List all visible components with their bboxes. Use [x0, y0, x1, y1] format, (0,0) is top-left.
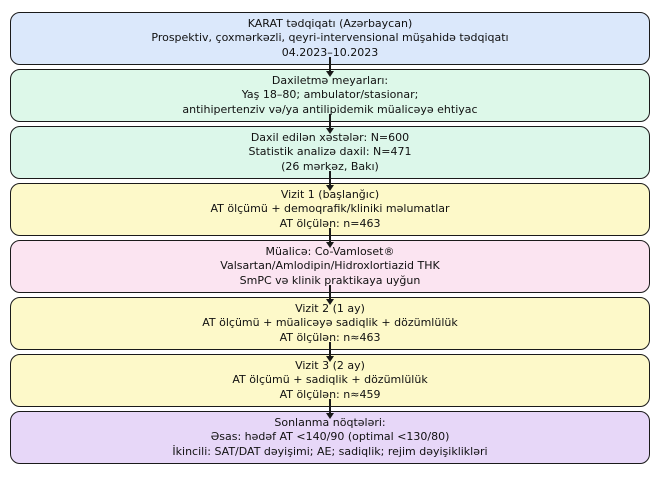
box-line: Vizit 2 (1 ay) [295, 301, 365, 315]
flow-box-enrollment: Daxil edilən xəstələr: N=600 Statistik a… [10, 126, 650, 179]
flow-box-treatment: Müalicə: Co-Vamloset® Valsartan/Amlodipi… [10, 240, 650, 293]
box-line: Valsartan/Amlodipin/Hidroxlortiazid THK [220, 259, 440, 273]
box-line: Vizit 3 (2 ay) [295, 358, 365, 372]
box-line: SmPC və klinik praktikaya uyğun [239, 273, 421, 287]
box-line: Yaş 18–80; ambulator/stasionar; [241, 88, 419, 102]
flow-box-endpoints: Sonlanma nöqtələri: Əsas: hədəf AT <140/… [10, 411, 650, 464]
box-line: AT ölçülən: n=463 [279, 216, 381, 230]
box-line: Sonlanma nöqtələri: [274, 415, 386, 429]
box-line: AT ölçülən: n≈459 [279, 387, 381, 401]
box-line: (26 mərkəz, Bakı) [281, 159, 379, 173]
flow-box-visit-2: Vizit 2 (1 ay) AT ölçümü + müalicəyə sad… [10, 297, 650, 350]
flow-box-inclusion-criteria: Daxiletmə meyarları: Yaş 18–80; ambulato… [10, 69, 650, 122]
box-line: AT ölçümü + müalicəyə sadiqlik + dözümlü… [202, 316, 458, 330]
box-line: Müalicə: Co-Vamloset® [265, 244, 395, 258]
box-line: AT ölçümü + demoqrafik/kliniki məlumatla… [210, 202, 450, 216]
box-line: İkincili: SAT/DAT dəyişimi; AE; sadiqlik… [172, 444, 488, 458]
flow-box-visit-3: Vizit 3 (2 ay) AT ölçümü + sadiqlik + dö… [10, 354, 650, 407]
box-line: KARAT tədqiqatı (Azərbaycan) [247, 16, 413, 30]
box-line: Vizit 1 (başlanğıc) [280, 187, 380, 201]
box-line: AT ölçülən: n≈463 [279, 330, 381, 344]
flow-box-study-title: KARAT tədqiqatı (Azərbaycan) Prospektiv,… [10, 12, 650, 65]
box-line: Daxiletmə meyarları: [271, 73, 389, 87]
flow-box-visit-1: Vizit 1 (başlanğıc) AT ölçümü + demoqraf… [10, 183, 650, 236]
box-line: Əsas: hədəf AT <140/90 (optimal <130/80) [210, 430, 450, 444]
box-line: Prospektiv, çoxmərkəzli, qeyri-intervens… [151, 31, 509, 45]
box-line: antihipertenziv və/ya antilipidemik müal… [182, 102, 478, 116]
box-line: 04.2023–10.2023 [281, 45, 379, 59]
box-line: Daxil edilən xəstələr: N=600 [250, 130, 410, 144]
study-flowchart: KARAT tədqiqatı (Azərbaycan) Prospektiv,… [10, 12, 650, 464]
box-line: AT ölçümü + sadiqlik + dözümlülük [232, 373, 428, 387]
box-line: Statistik analizə daxil: N=471 [248, 145, 412, 159]
